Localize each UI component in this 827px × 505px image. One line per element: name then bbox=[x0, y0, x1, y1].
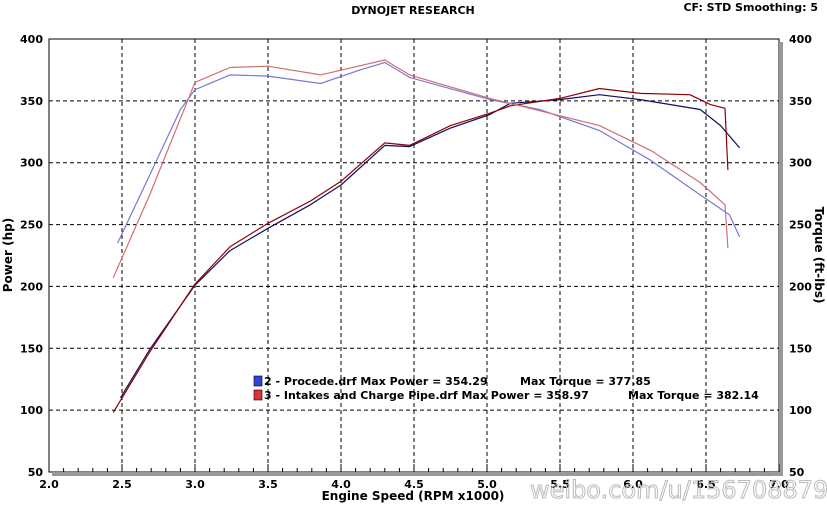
legend-swatch-blue bbox=[253, 375, 263, 387]
y-tick-label-left: 100 bbox=[20, 404, 43, 417]
x-tick-label: 4.5 bbox=[404, 478, 424, 491]
y-tick-label-left: 150 bbox=[20, 342, 43, 355]
watermark: weibo.com/u/1567088790 bbox=[530, 476, 827, 504]
x-tick-label: 3.5 bbox=[258, 478, 278, 491]
y-tick-label-right: 250 bbox=[789, 219, 812, 232]
x-tick-label: 6.5 bbox=[696, 478, 716, 491]
legend-swatch-red bbox=[253, 389, 263, 401]
y-tick-label-right: 200 bbox=[789, 280, 812, 293]
legend-entry-2-torque: Max Torque = 382.14 bbox=[628, 389, 759, 402]
y-axis-label-right: Torque (ft-lbs) bbox=[812, 207, 826, 304]
legend-entry-1-torque: Max Torque = 377.85 bbox=[520, 375, 651, 388]
x-tick-label: 3.0 bbox=[185, 478, 205, 491]
legend-entry-1: 2 - Procede.drf Max Power = 354.29 bbox=[264, 375, 488, 388]
legend: 2 - Procede.drf Max Power = 354.29 Max T… bbox=[253, 375, 759, 402]
series-line-2 bbox=[112, 87, 729, 413]
y-tick-label-left: 250 bbox=[20, 219, 43, 232]
chart-title: DYNOJET RESEARCH bbox=[351, 4, 474, 17]
settings-label: CF: STD Smoothing: 5 bbox=[683, 1, 818, 14]
series-line-1 bbox=[119, 94, 741, 399]
x-tick-label: 2.0 bbox=[39, 478, 59, 491]
x-tick-label: 4.0 bbox=[331, 478, 351, 491]
y-tick-label-right: 150 bbox=[789, 342, 812, 355]
y-tick-label-right: 400 bbox=[789, 33, 812, 46]
y-tick-label-right: 50 bbox=[789, 466, 805, 479]
y-tick-label-left: 200 bbox=[20, 280, 43, 293]
y-tick-label-right: 350 bbox=[789, 95, 812, 108]
x-tick-label: 5.0 bbox=[477, 478, 497, 491]
y-tick-label-left: 400 bbox=[20, 33, 43, 46]
x-tick-label: 7.0 bbox=[769, 478, 789, 491]
bottom-axis-shadow bbox=[52, 472, 783, 476]
legend-entry-2: 3 - Intakes and Charge Pipe.drf Max Powe… bbox=[264, 389, 589, 402]
x-tick-label: 2.5 bbox=[112, 478, 132, 491]
x-axis-label: Engine Speed (RPM x1000) bbox=[322, 489, 505, 503]
y-tick-label-right: 100 bbox=[789, 404, 812, 417]
y-axis-label-left: Power (hp) bbox=[1, 218, 15, 292]
y-tick-label-left: 300 bbox=[20, 157, 43, 170]
y-tick-label-left: 50 bbox=[28, 466, 44, 479]
y-tick-label-left: 350 bbox=[20, 95, 43, 108]
y-tick-label-right: 300 bbox=[789, 157, 812, 170]
x-tick-label: 6.0 bbox=[623, 478, 643, 491]
right-axis-shadow bbox=[779, 42, 783, 475]
series-line-3 bbox=[117, 61, 741, 244]
x-tick-label: 5.5 bbox=[550, 478, 570, 491]
series-line-4 bbox=[112, 59, 729, 279]
